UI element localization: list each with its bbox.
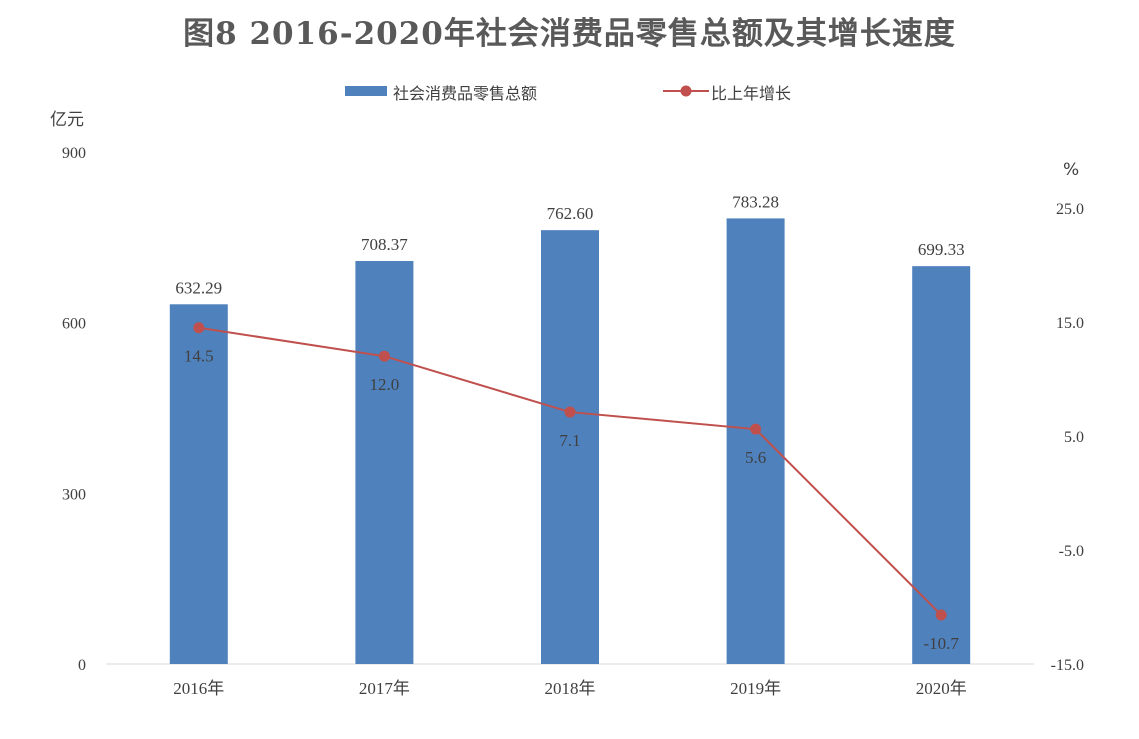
left-tick-label: 0 — [78, 657, 86, 674]
x-tick-label: 2016年 — [173, 679, 224, 698]
growth-point — [750, 423, 762, 435]
x-tick-label: 2018年 — [545, 679, 596, 698]
legend-line-label: 比上年增长 — [711, 84, 792, 103]
bar — [355, 261, 414, 664]
bar-value-label: 783.28 — [732, 192, 779, 211]
bar — [169, 304, 228, 664]
growth-value-label: 12.0 — [370, 375, 400, 394]
right-tick-label: 5.0 — [1064, 429, 1084, 446]
x-tick-label: 2017年 — [359, 679, 410, 698]
left-axis-unit: 亿元 — [50, 110, 84, 130]
growth-point — [193, 322, 205, 334]
x-tick-label: 2019年 — [730, 679, 781, 698]
legend-bar-label: 社会消费品零售总额 — [393, 84, 538, 103]
growth-point — [935, 609, 947, 621]
left-tick-label: 900 — [62, 145, 86, 162]
bar-value-label: 699.33 — [918, 240, 965, 259]
right-tick-label: 25.0 — [1056, 201, 1084, 218]
legend-bar-swatch — [345, 86, 387, 96]
left-tick-label: 300 — [62, 486, 86, 503]
x-tick-label: 2020年 — [916, 679, 967, 698]
bar-value-label: 762.60 — [547, 204, 594, 223]
bar-value-label: 708.37 — [361, 235, 408, 254]
legend-line-swatch — [663, 85, 709, 97]
right-tick-label: -5.0 — [1059, 543, 1084, 560]
growth-value-label: 14.5 — [184, 347, 214, 366]
growth-point — [564, 406, 576, 418]
growth-point — [378, 350, 390, 362]
left-tick-label: 600 — [62, 316, 86, 333]
bar — [541, 230, 599, 664]
right-tick-label: 15.0 — [1056, 315, 1084, 332]
bar — [726, 218, 785, 665]
chart-title: 图8 2016-2020年社会消费品零售总额及其增长速度 — [183, 16, 956, 52]
growth-value-label: 5.6 — [745, 448, 766, 467]
bar-value-label: 632.29 — [175, 278, 222, 297]
right-tick-label: -15.0 — [1051, 657, 1084, 674]
bar — [912, 266, 971, 664]
growth-value-label: -10.7 — [923, 634, 959, 653]
legend: 社会消费品零售总额 比上年增长 — [0, 80, 1139, 103]
growth-value-label: 7.1 — [559, 431, 580, 450]
right-axis-unit: % — [1063, 160, 1080, 180]
